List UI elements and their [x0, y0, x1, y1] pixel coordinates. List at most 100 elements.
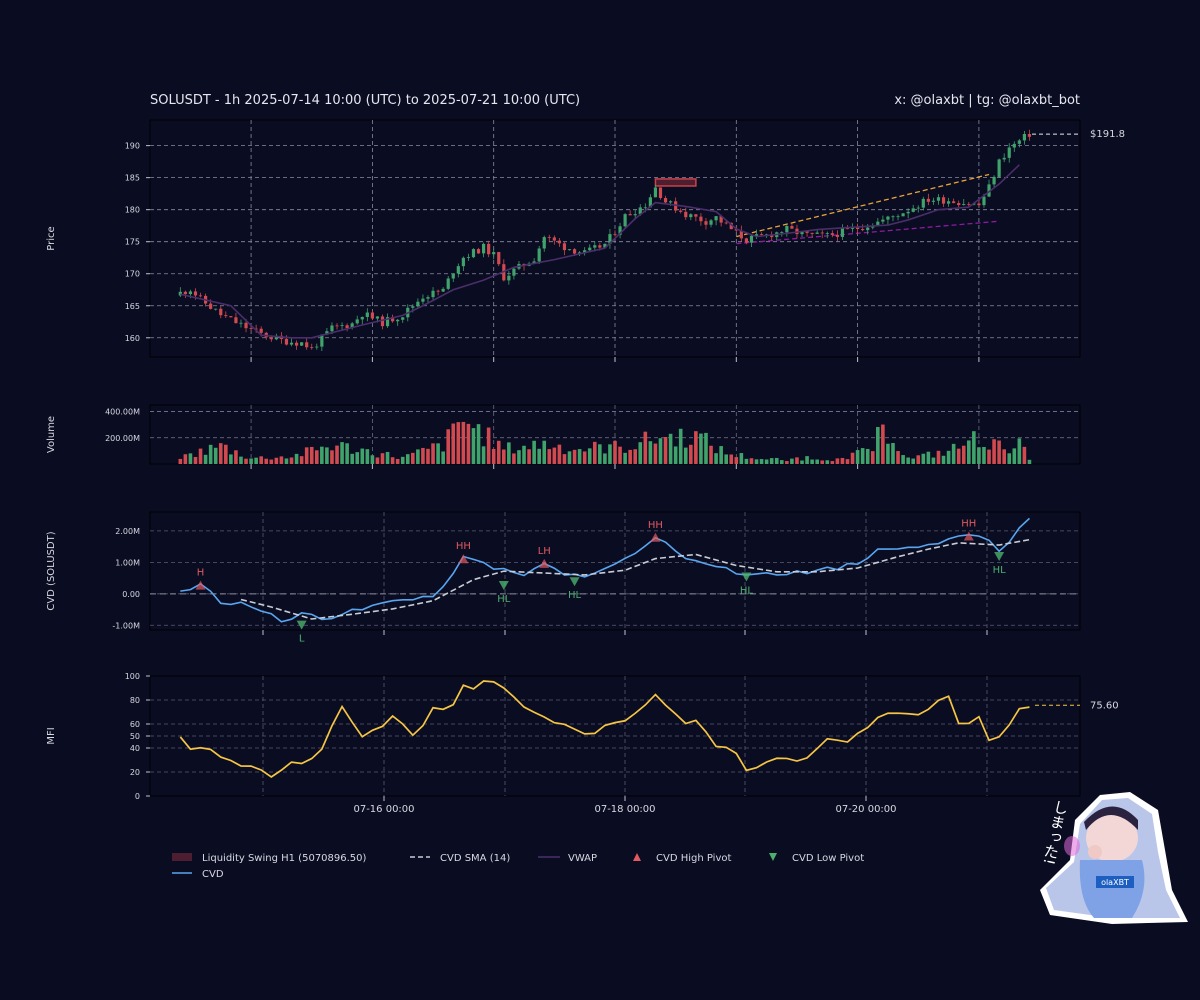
volume-bar [314, 450, 319, 464]
candle-body [370, 312, 374, 319]
candle-body [385, 317, 390, 327]
price-ytick-label: 175 [125, 238, 140, 247]
volume-bar [416, 449, 420, 464]
cvd-high-pivot-label: HH [648, 520, 663, 531]
volume-bar [886, 443, 890, 464]
candle-body [188, 291, 193, 295]
candle-body [876, 221, 880, 226]
cvd-ytick-label: 0.00 [122, 590, 140, 599]
volume-bar [294, 453, 299, 464]
candle-body [633, 214, 637, 216]
legend-label: Liquidity Swing H1 (5070896.50) [202, 853, 367, 864]
volume-bar [491, 448, 496, 464]
candle-body [254, 328, 258, 330]
candle-body [300, 342, 304, 346]
legend-swatch-high-pivot [633, 853, 641, 861]
candle-body [1007, 147, 1011, 158]
cvd-sma-line [240, 538, 1030, 620]
candle-body [537, 248, 541, 262]
candle-body [987, 184, 991, 197]
volume-bar [795, 457, 799, 464]
candle-body [310, 347, 314, 349]
volume-bar [739, 453, 744, 464]
candle-body [269, 337, 273, 340]
price-ytick-label: 170 [125, 270, 140, 279]
candle-body [805, 231, 809, 233]
candle-body [583, 250, 587, 253]
volume-bar [774, 457, 779, 464]
volume-bar [360, 448, 365, 464]
volume-bar [436, 443, 440, 464]
volume-bar [840, 457, 845, 464]
cvd-high-pivot-marker [539, 558, 550, 568]
mascot-jacket [1079, 860, 1145, 918]
candle-body [638, 207, 642, 215]
volume-bar [926, 451, 931, 464]
credit-text: x: @olaxbt | tg: @olaxbt_bot [894, 93, 1080, 108]
volume-bar [446, 429, 451, 464]
candle-body [497, 252, 501, 265]
candle-body [355, 319, 359, 324]
volume-bar [744, 458, 749, 464]
volume-bar [790, 458, 794, 464]
volume-bar [218, 443, 223, 464]
candle-body [780, 232, 784, 234]
volume-bar [405, 454, 410, 464]
volume-bar [512, 453, 516, 464]
volume-bar [830, 461, 835, 464]
volume-bar [486, 427, 491, 464]
candle-body [249, 328, 253, 329]
volume-ytick-label: 400.00M [105, 408, 140, 417]
volume-bar [476, 424, 481, 464]
volume-bar [208, 444, 213, 464]
candle-body [183, 291, 187, 295]
cvd-high-pivot-marker [963, 531, 974, 541]
candle-body [562, 243, 567, 251]
candle-body [850, 227, 855, 229]
volume-bar [961, 445, 966, 464]
price-ytick-label: 185 [125, 174, 140, 183]
price-ytick-label: 160 [125, 334, 140, 343]
candle-body [679, 210, 683, 212]
legend-label: CVD SMA (14) [440, 853, 510, 864]
mascot-badge-text: olaXBT [1101, 878, 1129, 887]
candle-body [451, 273, 455, 279]
candle-body [320, 334, 324, 347]
candle-body [714, 216, 718, 221]
candle-body [653, 187, 658, 198]
candle-body [628, 214, 632, 216]
volume-bar [335, 445, 339, 464]
volume-bar [618, 446, 622, 464]
candle-body [906, 211, 910, 214]
volume-bar [451, 423, 456, 464]
volume-bar [992, 439, 996, 464]
candle-body [507, 275, 511, 281]
candle-body [330, 325, 334, 332]
volume-bar [461, 421, 466, 464]
candle-body [1012, 143, 1016, 148]
candle-body [350, 323, 354, 329]
volume-bar [178, 458, 183, 464]
cvd-line [180, 517, 1031, 623]
candle-body [800, 231, 804, 235]
candle-body [749, 235, 754, 243]
candle-body [931, 200, 936, 202]
candle-body [259, 328, 263, 333]
volume-bar [421, 447, 425, 464]
price-ytick-label: 165 [125, 302, 140, 311]
cvd-low-pivot-label: HL [497, 594, 511, 605]
cvd-high-pivot-marker [458, 554, 469, 564]
mfi-ytick-label: 50 [130, 732, 140, 741]
candle-body [699, 216, 703, 222]
mfi-line [179, 680, 1030, 779]
candle-body [845, 228, 850, 230]
volume-bar [820, 460, 825, 464]
volume-bar [729, 454, 734, 464]
candle-body [391, 317, 395, 322]
volume-bar [800, 460, 804, 464]
volume-bar [517, 450, 521, 464]
candle-body [724, 222, 728, 224]
candle-body [941, 197, 946, 204]
candle-body [952, 201, 956, 204]
volume-bar [370, 455, 375, 464]
